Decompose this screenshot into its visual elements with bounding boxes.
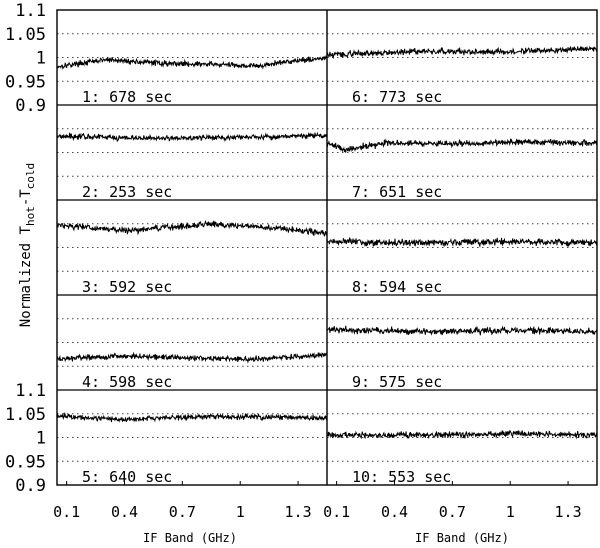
- y-axis-label: Normalized Thot-Tcold: [18, 163, 37, 327]
- series-layer: [56, 45, 598, 440]
- panel-label-8: 8: 594 sec: [352, 278, 442, 296]
- x-tick-layer: 0.1 0.4 0.7 1 1.3 0.1 0.4 0.7 1 1.3: [53, 481, 582, 521]
- series-line-panel-6: [326, 45, 598, 60]
- y-tick-label-row5-5: 0.9: [15, 476, 46, 496]
- panel-label-1: 1: 678 sec: [82, 88, 172, 106]
- y-axis-label-sub-hot: hot: [24, 206, 37, 226]
- plot-frame: [56, 9, 598, 486]
- grid-layer: [57, 33, 597, 462]
- y-tick-label-row1-1: 1.1: [15, 1, 46, 21]
- series-line-panel-2: [56, 131, 328, 143]
- panel-label-4: 4: 598 sec: [82, 373, 172, 391]
- x-tick-label-col2-4: 1: [506, 503, 515, 521]
- x-tick-label-col1-1: 0.1: [53, 503, 80, 521]
- y-axis-label-dash: -T: [18, 189, 34, 206]
- y-axis-label-sub-cold: cold: [24, 163, 37, 190]
- x-tick-label-col1-5: 1.3: [285, 503, 312, 521]
- x-tick-label-col2-1: 0.1: [323, 503, 350, 521]
- panel-label-5: 5: 640 sec: [82, 468, 172, 486]
- y-tick-label-row1-4: 0.95: [5, 72, 46, 92]
- series-line-panel-7: [326, 138, 598, 153]
- x-tick-label-col2-3: 0.7: [439, 503, 466, 521]
- panel-label-9: 9: 575 sec: [352, 373, 442, 391]
- y-tick-layer: 1.1 1.05 1 0.95 0.9 1.1 1.05 1 0.95 0.9: [5, 1, 46, 496]
- y-tick-label-row1-5: 0.9: [15, 96, 46, 116]
- y-axis-label-main: Normalized T: [18, 225, 34, 327]
- x-tick-label-col2-5: 1.3: [555, 503, 582, 521]
- panel-label-2: 2: 253 sec: [82, 183, 172, 201]
- panel-label-10: 10: 553 sec: [352, 468, 451, 486]
- x-axis-label-right: IF Band (GHz): [415, 531, 509, 545]
- y-tick-label-row5-3: 1: [36, 429, 46, 449]
- label-layer: 1: 678 sec 2: 253 sec 3: 592 sec 4: 598 sec…: [82, 88, 451, 486]
- panel-label-7: 7: 651 sec: [352, 183, 442, 201]
- x-tick-label-col1-3: 0.7: [169, 503, 196, 521]
- x-tick-label-col1-2: 0.4: [111, 503, 138, 521]
- panel-label-3: 3: 592 sec: [82, 278, 172, 296]
- y-tick-label-row5-2: 1.05: [5, 405, 46, 425]
- series-line-panel-10: [326, 430, 598, 440]
- x-tick-label-col2-2: 0.4: [381, 503, 408, 521]
- series-line-panel-5: [56, 412, 328, 423]
- x-axis-label-left: IF Band (GHz): [143, 531, 237, 545]
- series-line-panel-8: [326, 236, 598, 248]
- y-tick-label-row5-1: 1.1: [15, 381, 46, 401]
- series-line-panel-9: [326, 325, 598, 336]
- y-tick-label-row5-4: 0.95: [5, 452, 46, 472]
- series-line-panel-1: [56, 54, 328, 70]
- y-tick-label-row1-3: 1: [36, 49, 46, 69]
- series-line-panel-3: [56, 219, 328, 237]
- frame-layer: [56, 9, 598, 486]
- y-tick-label-row1-2: 1.05: [5, 25, 46, 45]
- x-tick-label-col1-4: 1: [236, 503, 245, 521]
- panel-label-6: 6: 773 sec: [352, 88, 442, 106]
- series-line-panel-4: [56, 351, 328, 364]
